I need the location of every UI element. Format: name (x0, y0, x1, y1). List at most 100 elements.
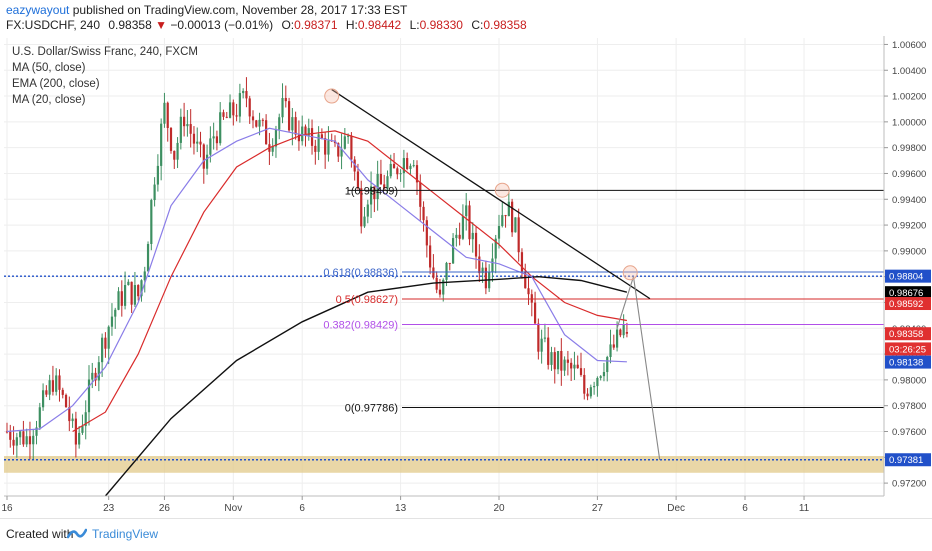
candle (71, 413, 74, 428)
candle (281, 83, 284, 124)
tradingview-brand-link[interactable]: TradingView (92, 527, 159, 541)
time-tick-label: 13 (395, 503, 407, 514)
candle-body (117, 291, 120, 310)
candle (524, 263, 527, 289)
price-chart[interactable]: 1(0.99469) 0.618(0.98836) 0.5(0.98627) 0.38… (0, 36, 932, 518)
candle (183, 102, 186, 137)
candle (514, 217, 517, 233)
fib-level-label: 0.618(0.98836) (323, 267, 398, 279)
candle (163, 92, 166, 128)
candle (520, 248, 524, 279)
legend-title: U.S. Dollar/Swiss Franc, 240, FXCM (12, 46, 198, 58)
ma20-line (6, 127, 627, 433)
candle (451, 233, 455, 264)
price-label-box (885, 355, 931, 369)
candle (28, 421, 32, 460)
candle (602, 362, 606, 382)
candle (51, 365, 55, 396)
candle-body (189, 124, 192, 134)
candle-body (455, 234, 458, 239)
candle-body (619, 329, 622, 336)
price-tick-label: 0.98000 (892, 375, 926, 386)
candle (199, 131, 202, 158)
candle-body (45, 390, 48, 395)
candle (25, 428, 28, 448)
candle (314, 139, 317, 165)
candle-body (271, 146, 274, 152)
candle-body (615, 329, 619, 348)
price-label-box (885, 269, 931, 283)
candle-body (517, 217, 520, 253)
candle-body (596, 377, 599, 387)
candle-body (61, 389, 64, 395)
candle (114, 307, 117, 329)
candle (320, 128, 323, 140)
time-tick-label: Dec (667, 503, 685, 514)
time-axis: 16 23 26 Nov 6 13 20 27 Dec 6 11 (1, 496, 810, 514)
candle-body (38, 407, 41, 428)
high-value: 0.98442 (357, 18, 402, 32)
candle-body (527, 288, 530, 295)
price-tick-label: 0.97800 (892, 401, 926, 412)
candle-body (114, 309, 117, 317)
candle-body (563, 359, 566, 371)
price-tick-label: 0.99800 (892, 143, 926, 154)
candle (41, 383, 45, 411)
candle (251, 110, 255, 129)
time-tick-label: 6 (299, 503, 305, 514)
candle-body (448, 262, 451, 264)
candle (504, 214, 507, 228)
candle (396, 166, 399, 180)
candle-body (350, 135, 353, 160)
candle (202, 143, 205, 184)
candle-body (386, 176, 389, 189)
candle (107, 325, 110, 365)
candle-body (225, 116, 228, 118)
high-label: H: (345, 18, 358, 32)
candle-body (251, 116, 255, 121)
candle (160, 118, 163, 181)
publish-text: published on TradingView.com, November 2… (72, 3, 408, 17)
tradingview-logo-icon[interactable] (67, 525, 87, 541)
candle-body (51, 380, 55, 392)
candle-body (222, 112, 225, 117)
candle (94, 367, 97, 387)
candle-body (468, 205, 471, 240)
price-tick-label: 1.00600 (892, 40, 926, 51)
candle (173, 150, 176, 169)
candle-body (258, 119, 261, 127)
candle-body (183, 116, 186, 127)
author-link[interactable]: eazywayout (6, 3, 70, 17)
candle-body (442, 279, 445, 295)
open-value: 0.98371 (294, 18, 338, 32)
time-tick-label: 16 (1, 503, 13, 514)
candle-body (186, 124, 189, 127)
candle (166, 101, 169, 142)
candle (350, 132, 353, 168)
candle (366, 199, 369, 224)
candle (176, 137, 179, 169)
candle-body (265, 120, 268, 145)
candle-body (78, 432, 81, 445)
fib-level-label: 0.382(0.98429) (323, 320, 398, 332)
candle (64, 393, 68, 408)
candle-body (101, 337, 104, 363)
candle (406, 152, 409, 171)
candle (97, 356, 100, 392)
candle (219, 102, 222, 146)
close-label: C: (471, 18, 484, 32)
candle (212, 122, 215, 150)
symbol-label: FX:USDCHF, 240 (6, 18, 101, 32)
footer: Created with TradingView (0, 518, 932, 551)
candle (471, 222, 474, 253)
candle-body (245, 90, 248, 99)
candle-body (127, 281, 130, 286)
candle-body (199, 141, 202, 145)
candle-body (71, 418, 74, 422)
price-label-text: 0.98138 (889, 358, 923, 369)
candle-body (91, 372, 94, 380)
candle (228, 94, 232, 119)
candle-body (41, 390, 45, 408)
candle-body (74, 418, 77, 445)
candle (301, 115, 304, 146)
